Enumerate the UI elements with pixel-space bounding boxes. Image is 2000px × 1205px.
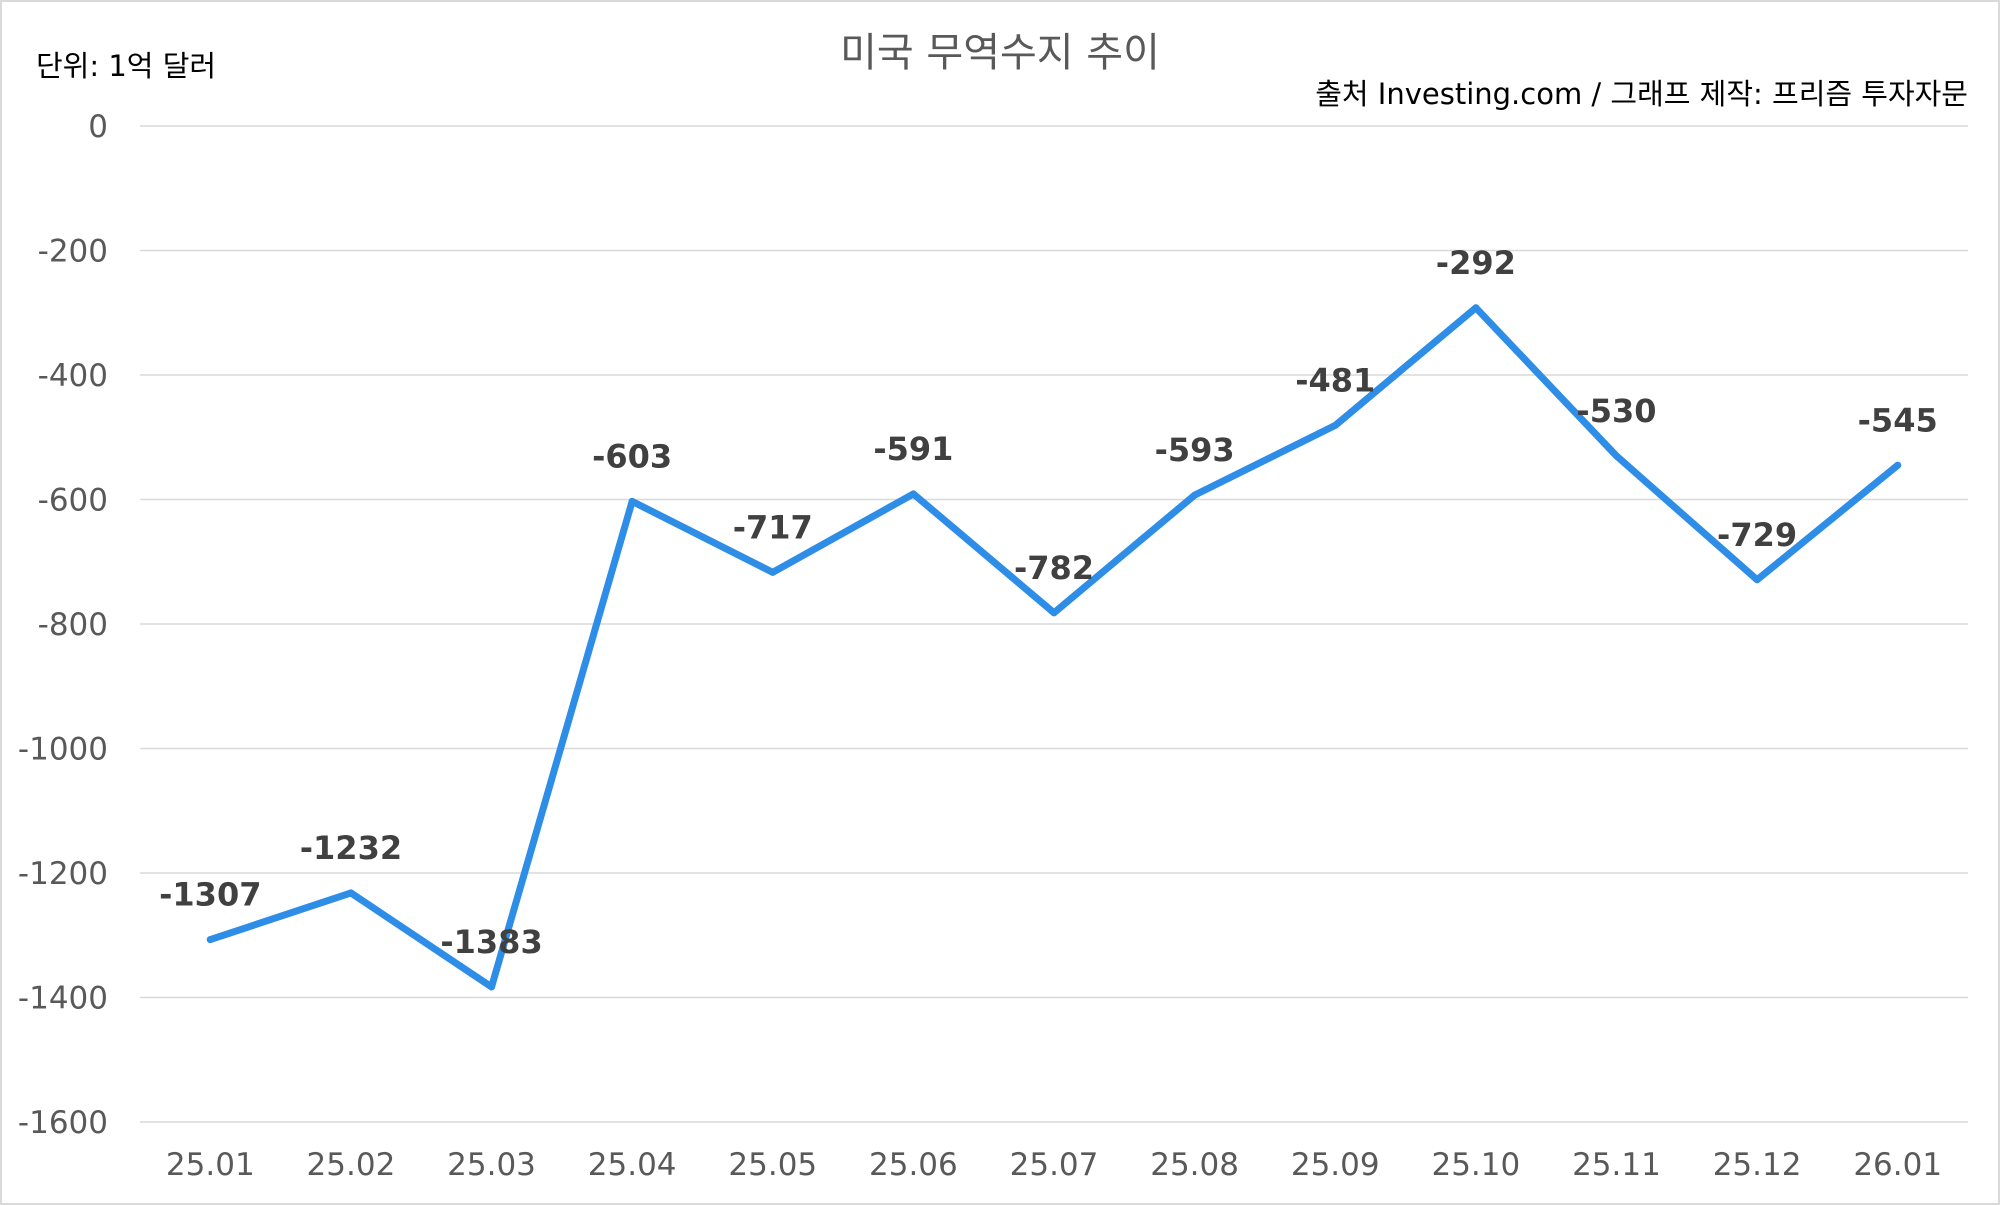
data-label: -1383	[440, 923, 542, 961]
y-tick-label: -400	[38, 358, 108, 394]
source-note: 출처 Investing.com / 그래프 제작: 프리즘 투자자문	[1315, 77, 1968, 111]
x-tick-label: 25.05	[728, 1147, 817, 1183]
data-label: -729	[1717, 516, 1797, 554]
data-label: -481	[1295, 361, 1375, 399]
data-point	[1612, 452, 1620, 460]
data-point	[1894, 461, 1902, 469]
x-tick-label: 25.02	[307, 1147, 396, 1183]
y-tick-label: -600	[38, 483, 108, 519]
gridlines	[140, 125, 1968, 1123]
data-point	[488, 983, 496, 991]
x-tick-label: 25.09	[1291, 1147, 1380, 1183]
x-tick-label: 25.01	[166, 1147, 255, 1183]
y-tick-label: -1600	[18, 1105, 108, 1141]
y-tick-label: 0	[88, 109, 108, 145]
unit-label: 단위: 1억 달러	[36, 49, 216, 83]
y-tick-label: -200	[38, 234, 108, 270]
data-point	[1050, 609, 1058, 617]
data-point	[1331, 421, 1339, 429]
data-point	[628, 497, 636, 505]
data-label: -591	[873, 430, 953, 468]
data-label: -1307	[159, 876, 261, 914]
data-point	[1191, 491, 1199, 499]
data-label: -593	[1155, 431, 1235, 469]
x-tick-label: 26.01	[1853, 1147, 1942, 1183]
data-label: -530	[1576, 392, 1656, 430]
x-tick-label: 25.12	[1713, 1147, 1802, 1183]
data-point	[769, 568, 777, 576]
y-tick-label: -1200	[18, 856, 108, 892]
x-tick-label: 25.11	[1572, 1147, 1661, 1183]
x-tick-label: 25.04	[588, 1147, 677, 1183]
data-label: -717	[733, 508, 813, 546]
x-tick-label: 25.07	[1010, 1147, 1099, 1183]
chart-title: 미국 무역수지 추이	[840, 30, 1160, 76]
data-label: -292	[1436, 244, 1516, 282]
data-label: -545	[1858, 401, 1938, 439]
y-tick-label: -1400	[18, 981, 108, 1017]
data-label: -1232	[300, 829, 402, 867]
y-axis-ticks: 0 -200 -400 -600 -800 -1000 -1200 -1400 -1600	[18, 109, 108, 1141]
data-point	[206, 936, 214, 944]
data-point	[347, 889, 355, 897]
x-tick-label: 25.03	[447, 1147, 536, 1183]
data-point	[1472, 304, 1480, 312]
y-tick-label: -800	[38, 607, 108, 643]
data-label: -603	[592, 437, 672, 475]
y-tick-label: -1000	[18, 732, 108, 768]
data-label: -782	[1014, 549, 1094, 587]
data-point	[1753, 576, 1761, 584]
series-layer	[206, 304, 1902, 991]
data-labels: -1307 -1232 -1383 -603 -717 -591 -782 -593 -481 -…	[159, 244, 1938, 961]
x-tick-label: 25.08	[1150, 1147, 1239, 1183]
data-point	[909, 490, 917, 498]
x-tick-label: 25.06	[869, 1147, 958, 1183]
x-tick-label: 25.10	[1431, 1147, 1520, 1183]
x-axis-ticks: 25.01 25.02 25.03 25.04 25.05 25.06 25.07 25.08…	[166, 1147, 1942, 1183]
